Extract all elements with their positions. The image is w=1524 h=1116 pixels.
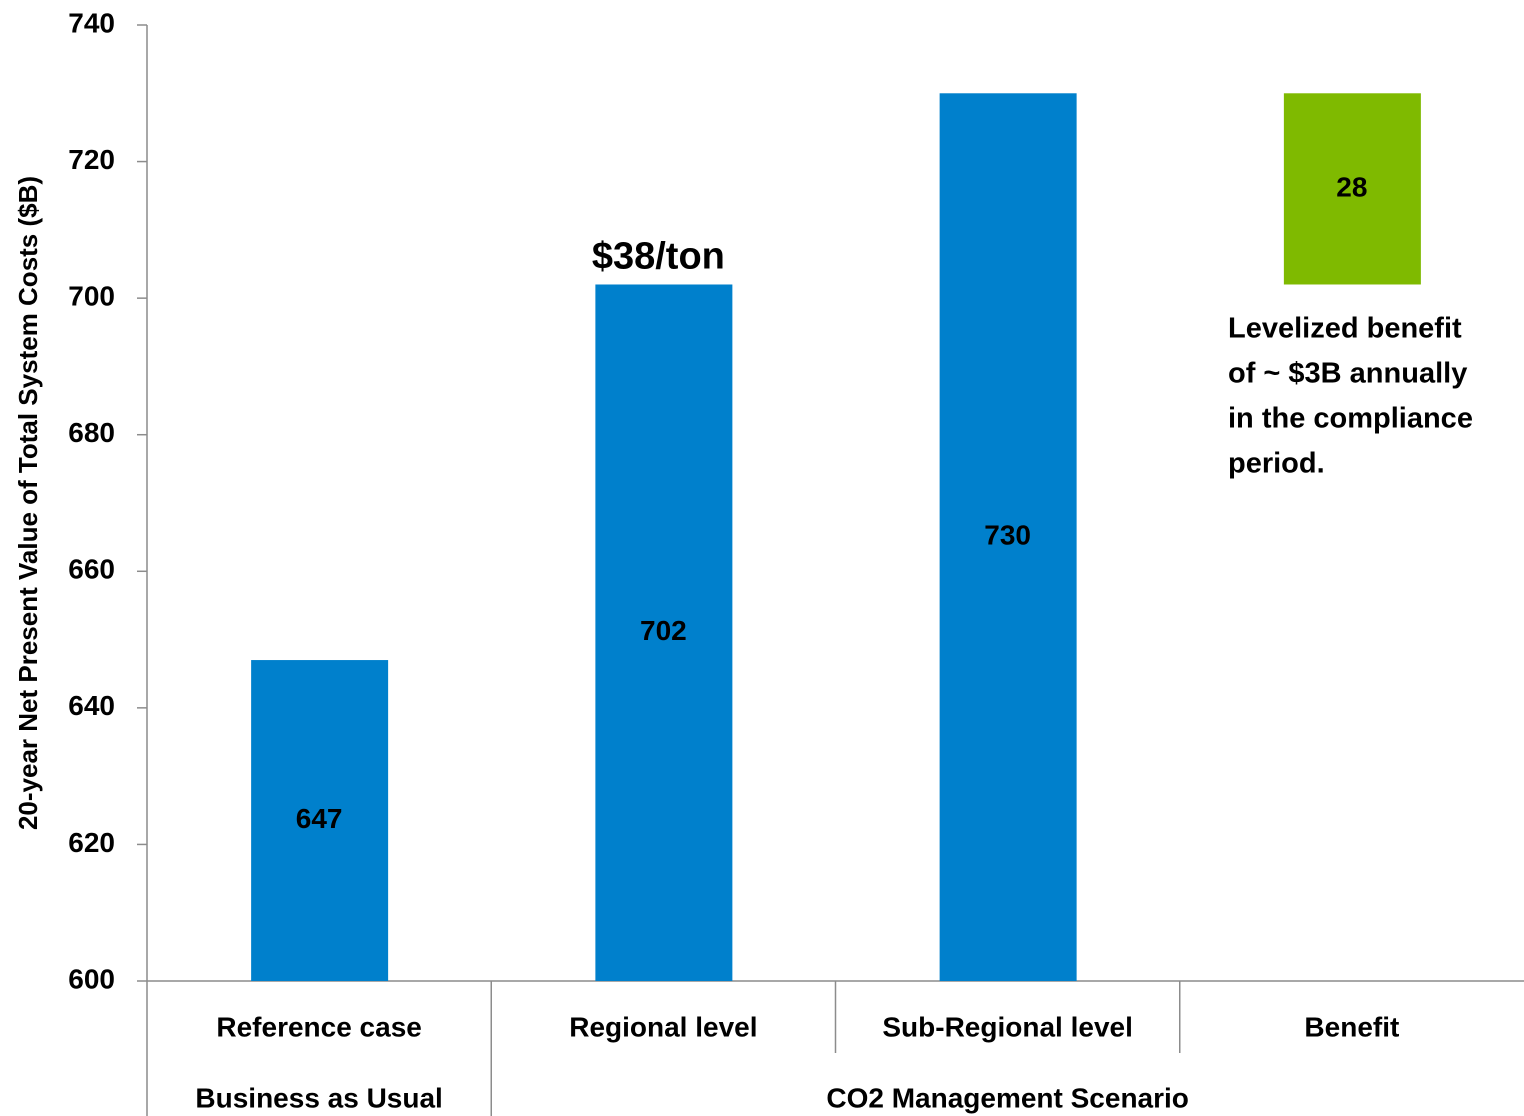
note-line: period. xyxy=(1228,448,1325,480)
bar xyxy=(595,284,733,981)
bar xyxy=(251,660,389,981)
note-line: in the compliance xyxy=(1228,403,1473,435)
y-tick-label: 720 xyxy=(68,144,115,175)
y-tick-label: 620 xyxy=(68,827,115,858)
note-line: of ~ $3B annually xyxy=(1228,358,1467,390)
x-tick-label: Benefit xyxy=(1304,1011,1399,1042)
y-tick-label: 600 xyxy=(68,963,115,994)
y-tick-label: 640 xyxy=(68,690,115,721)
x-tick-label: Sub-Regional level xyxy=(882,1011,1133,1042)
y-tick-label: 660 xyxy=(68,554,115,585)
note-line: Levelized benefit xyxy=(1228,313,1462,345)
y-tick-label: 680 xyxy=(68,417,115,448)
data-label: 702 xyxy=(640,615,687,646)
annotation: $38/ton xyxy=(592,236,725,278)
bar xyxy=(939,93,1077,982)
data-label: 28 xyxy=(1336,171,1367,202)
data-label: 730 xyxy=(984,520,1031,551)
group-label: Business as Usual xyxy=(195,1082,442,1113)
group-label: CO2 Management Scenario xyxy=(826,1082,1189,1113)
y-tick-label: 740 xyxy=(68,7,115,38)
x-tick-label: Reference case xyxy=(216,1011,421,1042)
x-tick-label: Regional level xyxy=(569,1011,757,1042)
y-tick-label: 700 xyxy=(68,281,115,312)
bar xyxy=(1283,93,1421,285)
data-label: 647 xyxy=(296,803,343,834)
y-axis-title: 20-year Net Present Value of Total Syste… xyxy=(13,176,43,830)
